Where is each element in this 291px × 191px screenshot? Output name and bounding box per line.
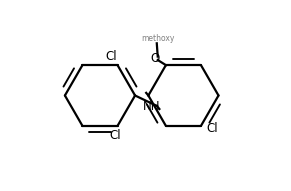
Text: Cl: Cl (105, 50, 117, 63)
Text: methoxy: methoxy (141, 34, 174, 43)
Text: Cl: Cl (207, 122, 218, 135)
Text: NH: NH (143, 100, 161, 113)
Text: Cl: Cl (109, 129, 120, 142)
Text: O: O (151, 52, 160, 65)
